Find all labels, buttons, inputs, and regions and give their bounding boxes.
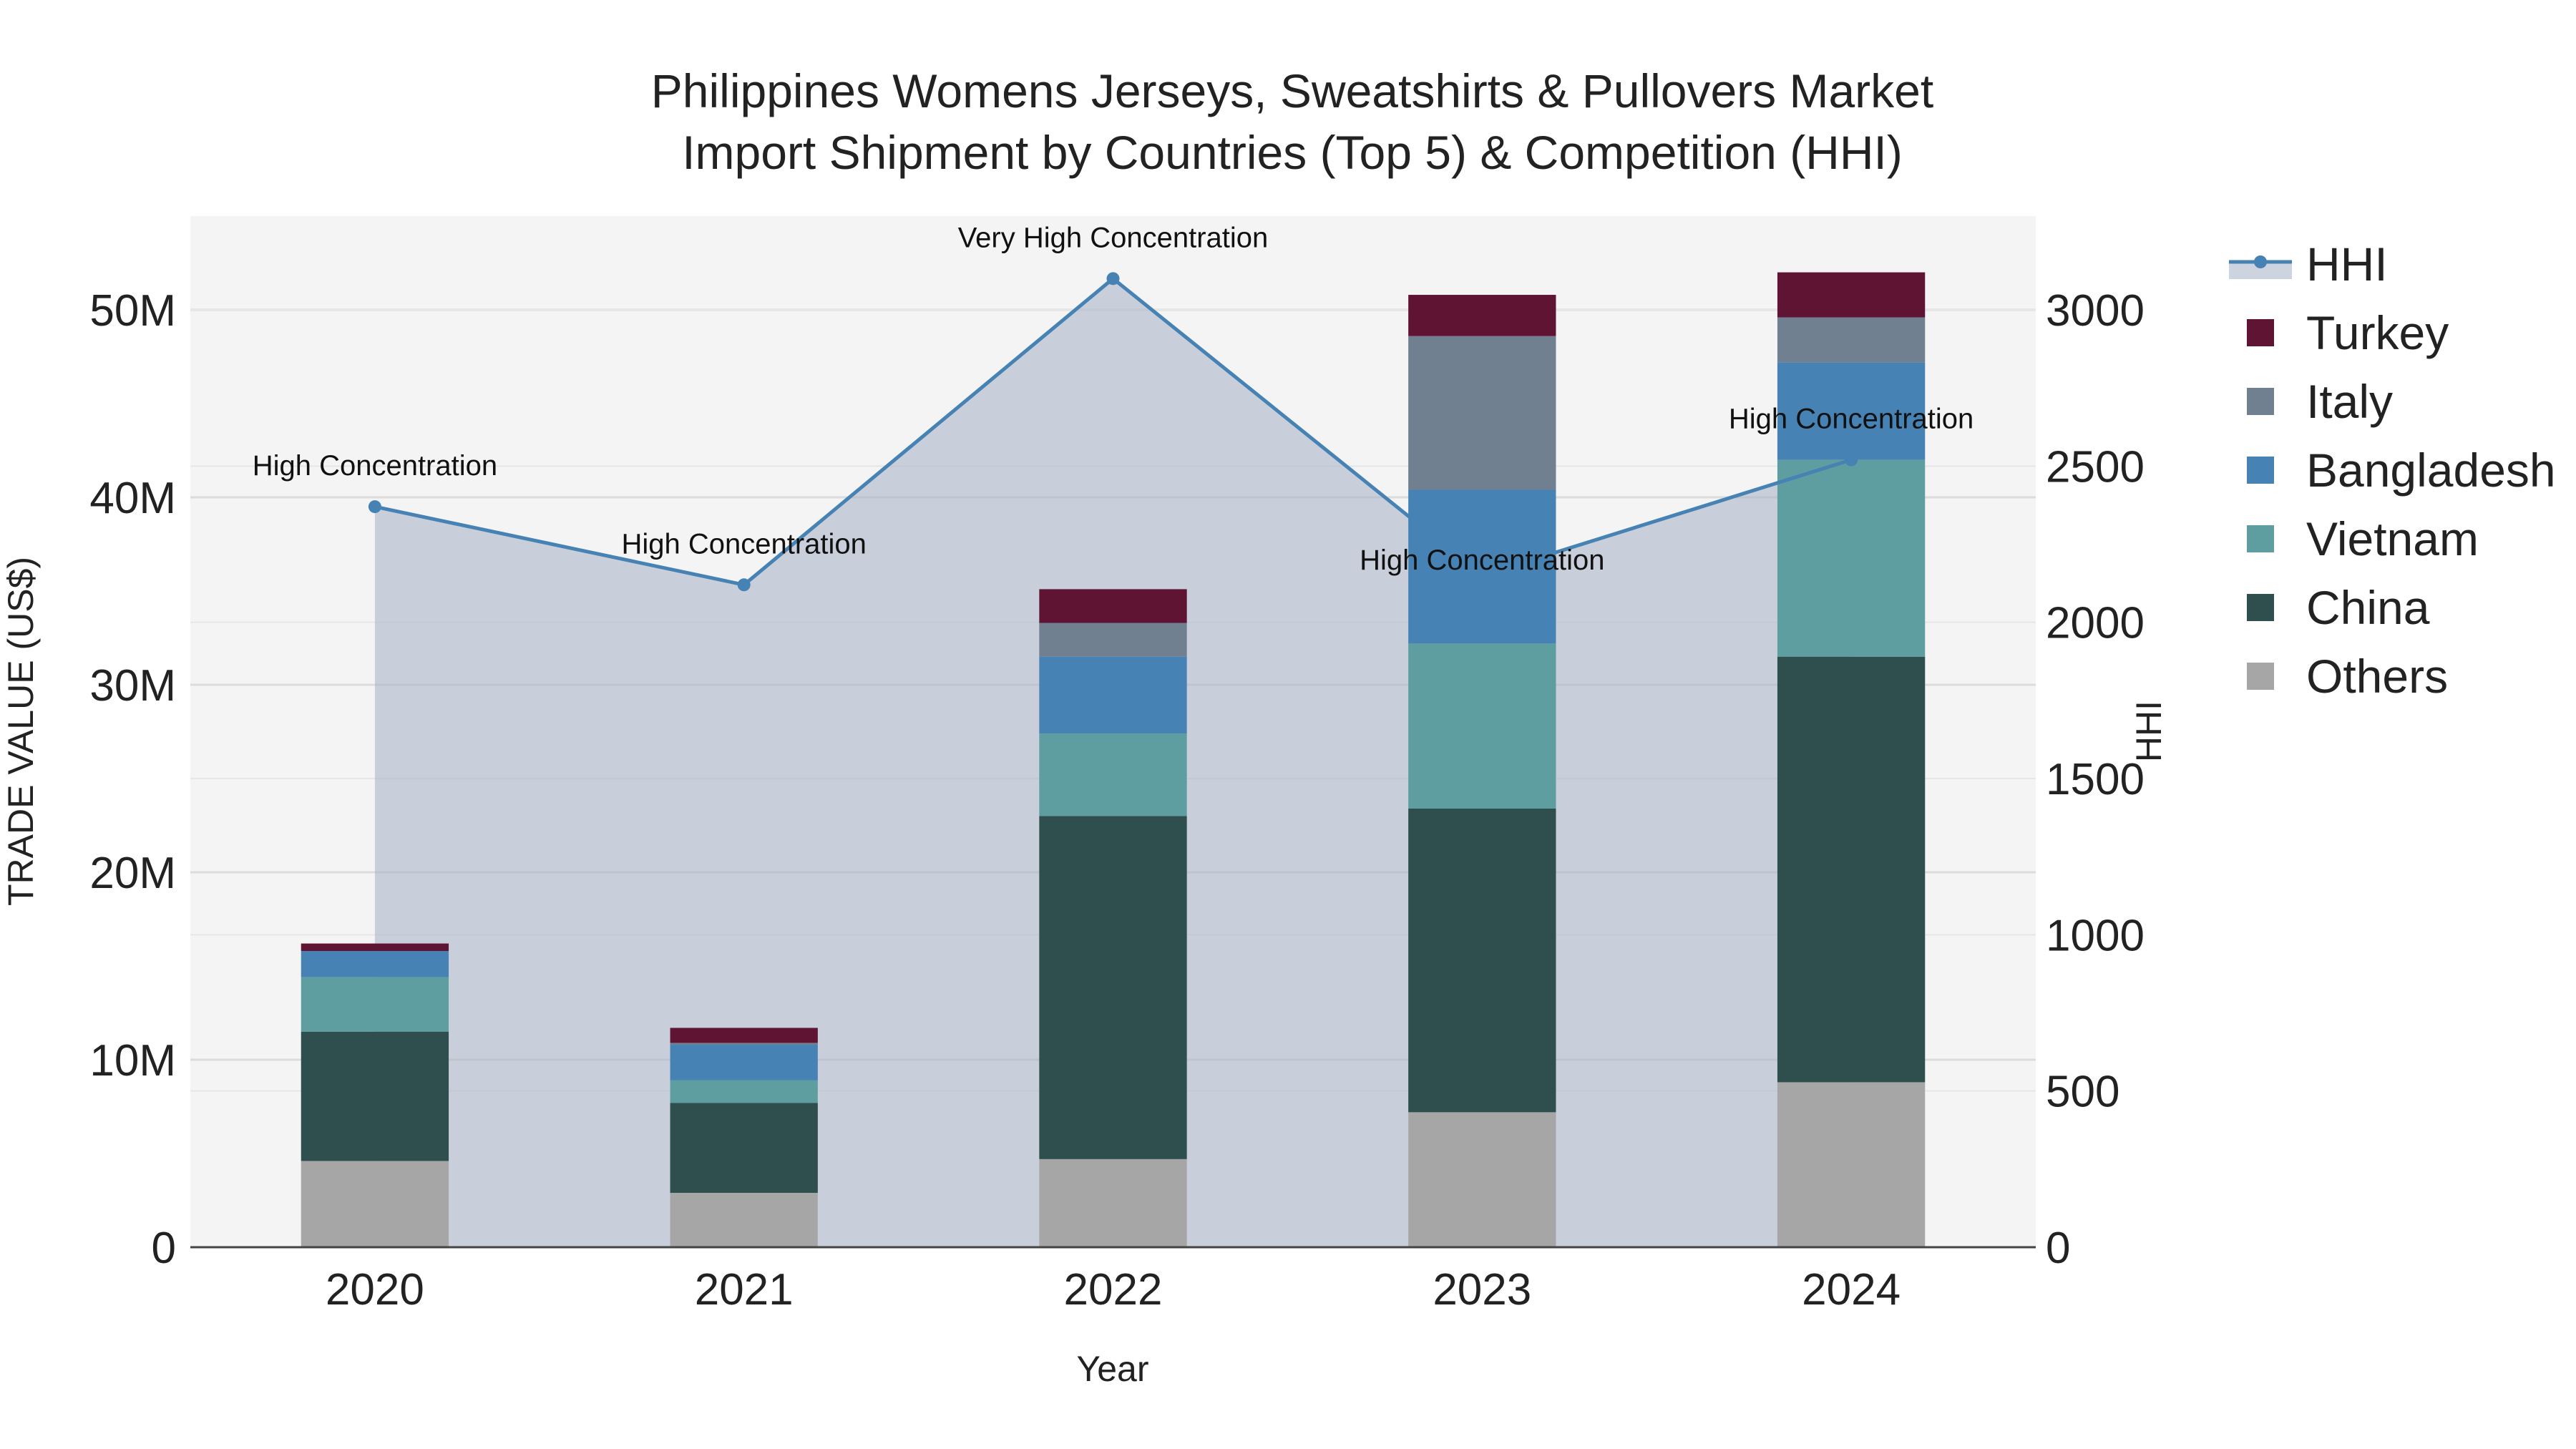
bar-vietnam-2024[interactable] [1777,459,1926,657]
bar-others-2020[interactable] [301,1161,449,1247]
hhi-annotation-2022: Very High Concentration [958,222,1269,253]
bar-vietnam-2022[interactable] [1039,733,1187,816]
legend-item-italy[interactable]: Italy [2247,375,2393,428]
y-tick-label: 10M [89,1036,176,1085]
legend-label: Vietnam [2306,512,2479,565]
legend-item-china[interactable]: China [2247,581,2430,634]
bar-others-2022[interactable] [1039,1158,1187,1247]
x-tick-label: 2024 [1802,1265,1901,1314]
chart-title-line2: Import Shipment by Countries (Top 5) & C… [682,126,1903,179]
bar-china-2022[interactable] [1039,816,1187,1159]
y2-tick-label: 1500 [2046,755,2145,804]
bar-bangladesh-2022[interactable] [1039,656,1187,734]
legend-item-turkey[interactable]: Turkey [2247,306,2449,359]
y-tick-label: 20M [89,849,176,898]
hhi-point-2023[interactable] [1475,569,1489,582]
y2-tick-label: 2000 [2046,599,2145,648]
y2-tick-label: 0 [2046,1224,2070,1273]
hhi-annotation-2020: High Concentration [253,450,497,482]
bar-china-2024[interactable] [1777,656,1926,1083]
legend-label: Italy [2306,375,2393,428]
bar-turkey-2022[interactable] [1039,589,1187,623]
hhi-point-2021[interactable] [737,578,751,592]
bar-bangladesh-2020[interactable] [301,951,449,977]
bar-china-2020[interactable] [301,1031,449,1161]
legend-label: Others [2306,650,2448,703]
legend-label: China [2306,581,2430,634]
bar-others-2023[interactable] [1408,1112,1556,1247]
y2-tick-label: 1000 [2046,911,2145,960]
bar-bangladesh-2023[interactable] [1408,489,1556,644]
x-tick-label: 2023 [1433,1265,1531,1314]
bar-turkey-2023[interactable] [1408,295,1556,336]
x-tick-label: 2020 [326,1265,424,1314]
y-tick-label: 0 [152,1224,176,1273]
bar-others-2021[interactable] [670,1193,818,1247]
x-axis-title: Year [1076,1349,1148,1389]
hhi-point-2020[interactable] [368,500,381,514]
bar-vietnam-2020[interactable] [301,977,449,1032]
legend-swatch-italy [2247,388,2274,415]
bar-vietnam-2023[interactable] [1408,643,1556,809]
bar-vietnam-2021[interactable] [670,1080,818,1103]
bar-italy-2024[interactable] [1777,317,1926,363]
hhi-point-2024[interactable] [1845,453,1858,467]
legend-item-hhi[interactable]: HHI [2229,238,2388,291]
y2-tick-label: 500 [2046,1068,2119,1117]
y-tick-label: 30M [89,661,176,711]
chart-title-line1: Philippines Womens Jerseys, Sweatshirts … [651,64,1933,117]
y2-axis-title: HHI [2129,701,2169,762]
bar-italy-2023[interactable] [1408,336,1556,490]
y2-tick-label: 2500 [2046,442,2145,492]
legend-swatch-vietnam [2247,525,2274,552]
hhi-annotation-2023: High Concentration [1360,545,1604,576]
hhi-annotation-2021: High Concentration [621,528,866,560]
legend-swatch-hhi-marker [2254,255,2267,268]
legend-swatch-others [2247,663,2274,690]
x-tick-label: 2021 [695,1265,794,1314]
bar-turkey-2024[interactable] [1777,272,1926,318]
bar-bangladesh-2024[interactable] [1777,362,1926,460]
bar-china-2021[interactable] [670,1103,818,1194]
bar-italy-2021[interactable] [670,1043,818,1045]
legend-item-vietnam[interactable]: Vietnam [2247,512,2479,565]
y-tick-label: 40M [89,474,176,523]
legend-label: HHI [2306,238,2388,291]
legend-item-others[interactable]: Others [2247,650,2448,703]
bar-italy-2022[interactable] [1039,623,1187,657]
y-tick-label: 50M [89,286,176,336]
bar-others-2024[interactable] [1777,1082,1926,1247]
legend-swatch-china [2247,594,2274,621]
x-tick-label: 2022 [1064,1265,1163,1314]
legend-item-bangladesh[interactable]: Bangladesh [2247,444,2556,497]
bar-turkey-2020[interactable] [301,943,449,952]
bar-china-2023[interactable] [1408,808,1556,1113]
hhi-annotation-2024: High Concentration [1729,404,1974,435]
y2-tick-label: 3000 [2046,286,2145,336]
bar-bangladesh-2021[interactable] [670,1045,818,1080]
legend-label: Turkey [2306,306,2449,359]
legend-swatch-turkey [2247,319,2274,346]
bar-turkey-2021[interactable] [670,1028,818,1043]
legend-label: Bangladesh [2306,444,2556,497]
legend-swatch-bangladesh [2247,457,2274,484]
y-axis-title: TRADE VALUE (US$) [1,557,41,906]
hhi-point-2022[interactable] [1106,272,1120,286]
